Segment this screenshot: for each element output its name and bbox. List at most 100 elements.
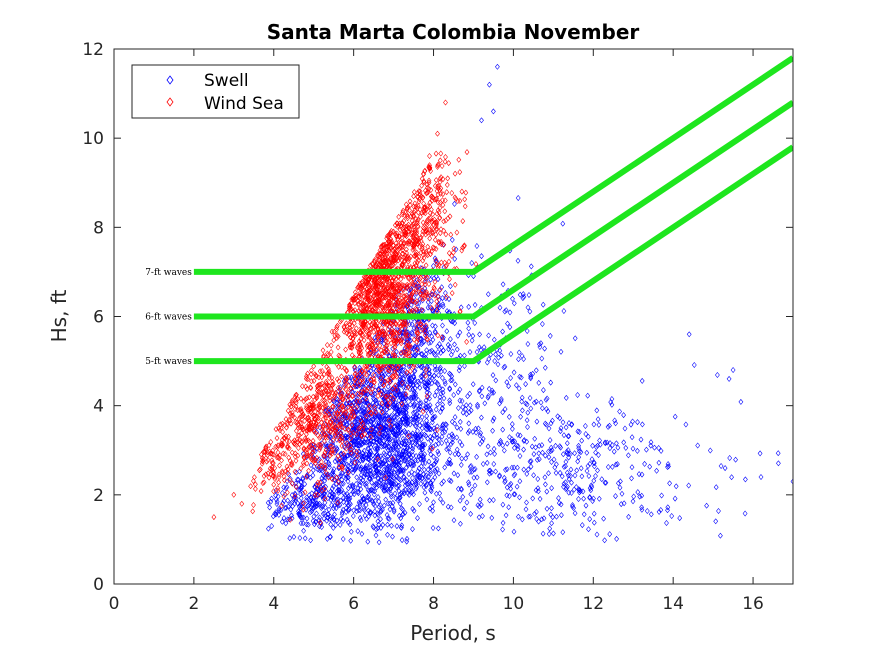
- point: [397, 281, 402, 288]
- point: [316, 463, 322, 470]
- point: [330, 396, 336, 402]
- point: [397, 255, 403, 262]
- point: [583, 502, 589, 509]
- point: [314, 413, 319, 420]
- point: [537, 341, 542, 348]
- point: [656, 445, 662, 451]
- point: [368, 426, 374, 433]
- point: [401, 390, 406, 397]
- point: [364, 413, 369, 420]
- point: [328, 428, 334, 434]
- point: [385, 298, 391, 305]
- point: [617, 484, 623, 491]
- point: [418, 327, 424, 334]
- point: [325, 434, 331, 441]
- point: [404, 415, 410, 422]
- point: [361, 273, 367, 280]
- point: [419, 351, 425, 358]
- point: [386, 470, 392, 477]
- point: [327, 534, 333, 541]
- point: [395, 464, 401, 471]
- point: [361, 499, 367, 506]
- point: [437, 230, 443, 237]
- point: [415, 468, 421, 475]
- point: [298, 465, 304, 472]
- point: [382, 334, 388, 341]
- point: [477, 344, 482, 351]
- point: [539, 355, 545, 362]
- point: [346, 382, 351, 389]
- point: [585, 433, 591, 440]
- point: [554, 513, 559, 520]
- point: [435, 130, 440, 137]
- point: [455, 472, 461, 479]
- point: [286, 433, 291, 440]
- point: [492, 450, 497, 457]
- point: [430, 507, 436, 514]
- point: [307, 442, 313, 449]
- point: [411, 507, 417, 514]
- point: [520, 295, 526, 302]
- point: [391, 294, 397, 301]
- point: [293, 495, 299, 502]
- point: [418, 469, 423, 476]
- point: [440, 499, 446, 506]
- point: [372, 372, 378, 379]
- point: [440, 347, 446, 354]
- point: [444, 421, 449, 428]
- point: [296, 508, 301, 515]
- point: [365, 456, 371, 463]
- point: [329, 476, 335, 483]
- point: [462, 196, 468, 203]
- point: [490, 427, 495, 434]
- point: [406, 433, 411, 440]
- point: [436, 262, 442, 269]
- point: [586, 473, 592, 479]
- point: [310, 467, 316, 474]
- point: [345, 397, 351, 404]
- point: [439, 433, 445, 440]
- point: [401, 488, 406, 495]
- point: [391, 506, 397, 513]
- point: [380, 521, 386, 528]
- point: [340, 517, 346, 524]
- point: [317, 401, 323, 408]
- point: [358, 452, 363, 459]
- point: [479, 414, 484, 421]
- point: [430, 322, 435, 329]
- point: [436, 440, 441, 447]
- point: [363, 462, 369, 469]
- point: [531, 451, 537, 458]
- point: [584, 449, 590, 456]
- point: [348, 334, 353, 341]
- point: [427, 199, 433, 206]
- point: [410, 526, 415, 533]
- point: [421, 453, 426, 460]
- point: [473, 429, 479, 436]
- point: [408, 454, 414, 461]
- point: [491, 108, 496, 115]
- point: [319, 385, 325, 392]
- point: [396, 233, 402, 240]
- point: [450, 433, 456, 440]
- point: [440, 374, 445, 381]
- point: [733, 456, 738, 463]
- point: [429, 248, 434, 255]
- point: [416, 283, 421, 290]
- point: [293, 419, 298, 426]
- point: [493, 351, 498, 358]
- point: [439, 440, 445, 446]
- point: [302, 413, 308, 420]
- point: [269, 523, 275, 529]
- point: [409, 240, 414, 247]
- point: [319, 487, 325, 494]
- point: [266, 474, 272, 481]
- point: [296, 476, 301, 483]
- point: [369, 497, 375, 504]
- point: [420, 194, 426, 201]
- point: [559, 512, 564, 519]
- point: [520, 407, 525, 414]
- point: [665, 504, 671, 511]
- point: [458, 461, 464, 468]
- point: [644, 508, 650, 514]
